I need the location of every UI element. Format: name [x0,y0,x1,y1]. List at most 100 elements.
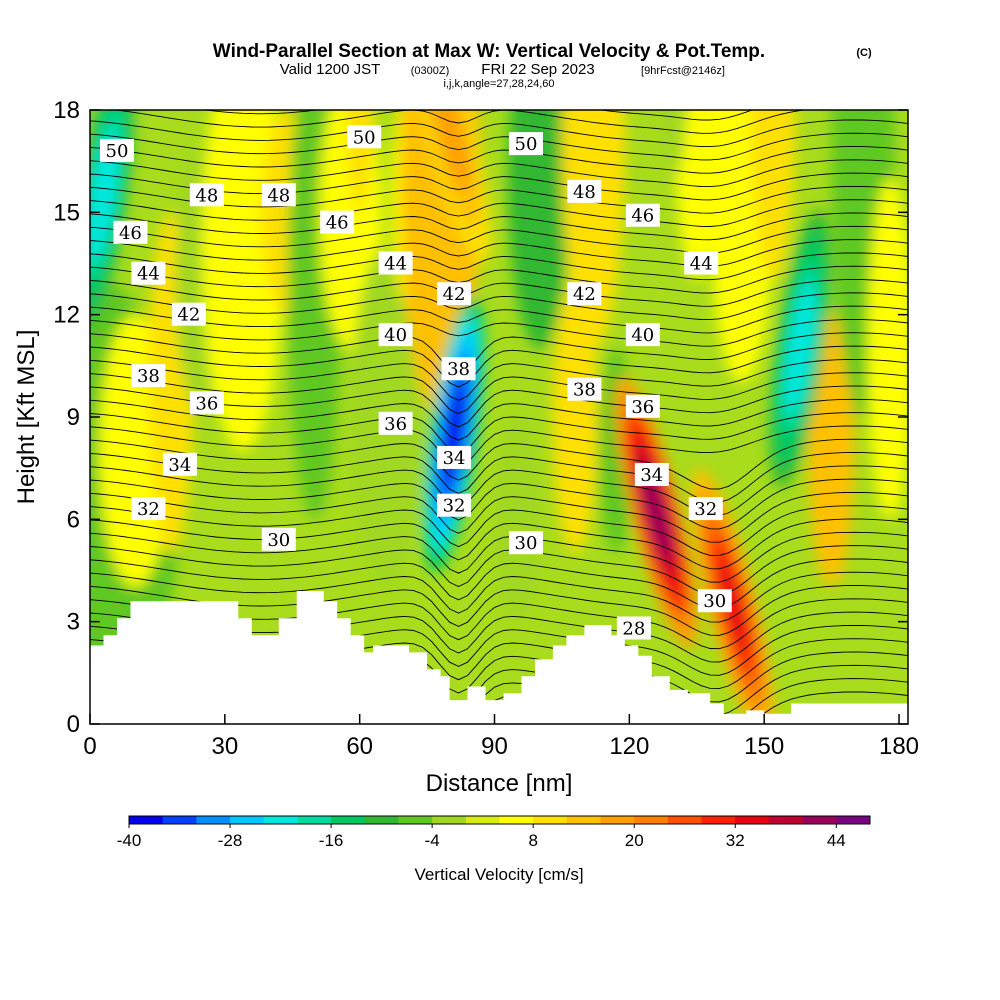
colorbar-swatch [297,816,332,824]
contour-label-text: 48 [267,185,290,206]
contour-label-text: 42 [177,305,200,326]
contour-label-bg [131,364,166,388]
updraft-core-2-ring-5 [434,110,465,175]
x-tick-label: 0 [83,733,96,760]
y-tick-label: 6 [67,506,80,533]
y-tick-label: 9 [67,404,80,431]
theta-contour-37.5 [90,385,908,428]
theta-contour-44.5 [90,199,908,227]
theta-contour-30.5 [90,571,908,623]
theta-contour-labels: 50 50 50 48 48 48 46 46 46 44 44 44 42 42 42 40 40 38 38 38… [99,125,732,640]
theta-contour-42 [90,265,908,294]
theta-contour-39 [90,345,908,388]
contour-label-21: 36 [378,411,413,435]
theta-contour-43.5 [90,225,908,254]
contour-label-text: 36 [631,397,654,418]
contour-label-19: 38 [567,377,602,401]
contour-label-bg [131,497,166,521]
colorbar-swatch [735,816,770,824]
theta-contour-40 [90,318,908,347]
x-tick-label: 30 [211,733,238,760]
contour-label-17: 38 [131,364,166,388]
velocity-band-21 [867,178,908,520]
contour-label-bg [567,179,602,203]
contour-label-text: 40 [384,325,407,346]
contour-label-text: 34 [640,465,663,486]
y-tick-label: 12 [53,302,80,329]
colorbar-swatch [432,816,467,824]
contour-label-24: 34 [437,445,472,469]
contour-label-2: 50 [508,132,543,156]
terrain-mask [90,591,908,724]
contour-label-16: 40 [625,323,660,347]
contour-label-bg [347,125,382,149]
theta-contour-45 [90,185,908,214]
contour-label-text: 42 [573,284,596,305]
contour-label-text: 44 [137,264,160,285]
contour-label-13: 42 [437,282,472,306]
velocity-band-18 [750,110,796,281]
y-axis-label: Height [Kft MSL] [13,330,40,505]
theta-contour-31 [90,558,908,610]
colorbar-swatch [634,816,669,824]
contour-label-text: 32 [137,499,160,520]
contour-label-6: 46 [113,220,148,244]
contour-label-text: 44 [384,254,407,275]
x-tick-label: 120 [609,733,649,760]
contour-label-text: 30 [515,533,538,554]
theta-contour-46 [90,159,908,188]
contour-label-bg [113,220,148,244]
contour-label-text: 36 [384,414,407,435]
contour-label-text: 46 [631,206,654,227]
theta-contour-43 [90,239,908,267]
theta-contour-31.5 [90,545,908,596]
contour-label-text: 34 [168,455,191,476]
contour-label-text: 36 [195,393,218,414]
theta-contour-37 [90,398,908,441]
contour-label-15: 40 [378,323,413,347]
contour-label-bg [437,493,472,517]
contour-label-bg [634,462,669,486]
theta-contour-34.5 [90,465,908,517]
contour-label-text: 38 [137,366,160,387]
theta-contour-40.5 [90,305,908,334]
theta-contour-52.5 [90,0,908,14]
colorbar-label: Vertical Velocity [cm/s] [414,865,583,884]
contour-label-bg [567,282,602,306]
contour-label-31: 30 [697,589,732,613]
colorbar-swatch [263,816,298,824]
colorbar-swatch [667,816,703,824]
x-tick-label: 60 [346,733,373,760]
contour-label-7: 46 [320,210,355,234]
colorbar-tick-label: 20 [625,831,644,850]
colorbar-swatch [230,816,265,824]
theta-contour-46.5 [90,146,908,174]
contour-label-bg [437,282,472,306]
contour-label-11: 44 [684,251,719,275]
contour-label-text: 50 [515,134,538,155]
downdraft-core-1-ring-5 [788,300,812,397]
contour-label-text: 38 [447,359,470,380]
colorbar-swatch [398,816,433,824]
contour-label-text: 30 [703,591,726,612]
contour-label-text: 42 [443,284,466,305]
colorbar: -40 -28 -16 -4 8 20 32 44 [117,815,871,850]
x-tick-label: 90 [481,733,508,760]
theta-contour-52 [90,0,908,27]
contour-label-bg [508,531,543,555]
contour-label-bg [171,302,206,326]
contour-label-bg [625,323,660,347]
contour-label-30: 30 [508,531,543,555]
contour-label-bg [625,203,660,227]
contour-label-text: 48 [573,182,596,203]
colorbar-swatch [533,816,568,824]
contour-label-bg [684,251,719,275]
contour-label-bg [625,394,660,418]
theta-contour-33 [90,505,908,556]
contour-label-22: 36 [625,394,660,418]
colorbar-swatch [566,816,602,824]
contour-label-bg [378,323,413,347]
colorbar-swatch [600,816,635,824]
theta-contour-33.5 [90,491,908,543]
